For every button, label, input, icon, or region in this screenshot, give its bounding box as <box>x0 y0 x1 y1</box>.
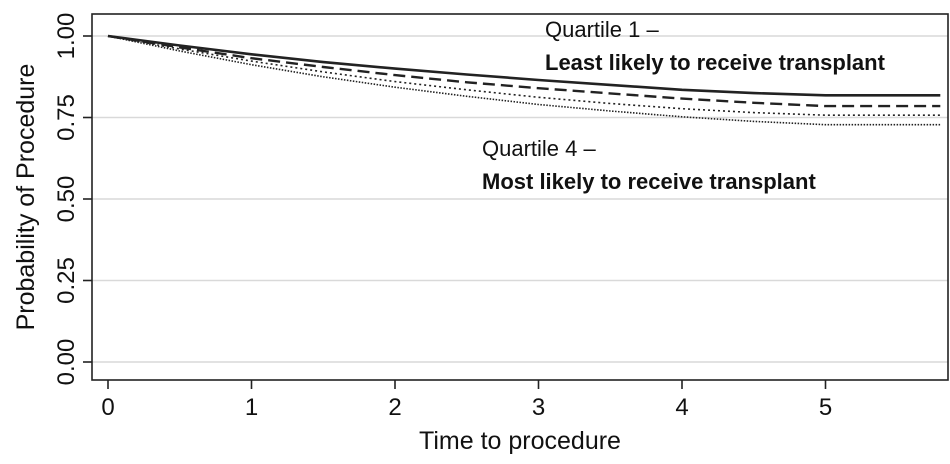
annotation-quartile-1-desc: Least likely to receive transplant <box>545 50 886 75</box>
annotation-quartile-4-desc: Most likely to receive transplant <box>482 169 816 194</box>
series-line-2 <box>107 34 941 108</box>
annotation-quartile-4-title: Quartile 4 – <box>482 136 596 161</box>
x-tick-label-4: 4 <box>675 394 688 421</box>
y-tick-label-0: 0.00 <box>53 339 80 386</box>
x-tick-label-2: 2 <box>388 394 401 421</box>
x-tick-label-3: 3 <box>532 394 545 421</box>
annotation-quartile-1-title: Quartile 1 – <box>545 17 659 42</box>
y-tick-label-1: 0.25 <box>53 257 80 304</box>
series-line-4 <box>107 35 941 126</box>
x-tick-label-1: 1 <box>245 394 258 421</box>
plot-frame <box>91 13 949 381</box>
axis-ticks: 0 1 2 3 4 5 0.00 0.25 0.50 0.75 1.00 <box>53 13 832 421</box>
y-axis-label: Probability of Procedure <box>12 64 40 331</box>
y-tick-label-2: 0.50 <box>53 176 80 223</box>
series-line-1 <box>107 34 941 97</box>
y-tick-label-4: 1.00 <box>53 13 80 60</box>
series-lines <box>107 34 941 126</box>
x-axis-label: Time to procedure <box>419 427 621 455</box>
x-tick-label-5: 5 <box>819 394 832 421</box>
x-tick-label-0: 0 <box>101 394 114 421</box>
gridlines <box>92 35 948 363</box>
y-tick-label-3: 0.75 <box>53 94 80 141</box>
